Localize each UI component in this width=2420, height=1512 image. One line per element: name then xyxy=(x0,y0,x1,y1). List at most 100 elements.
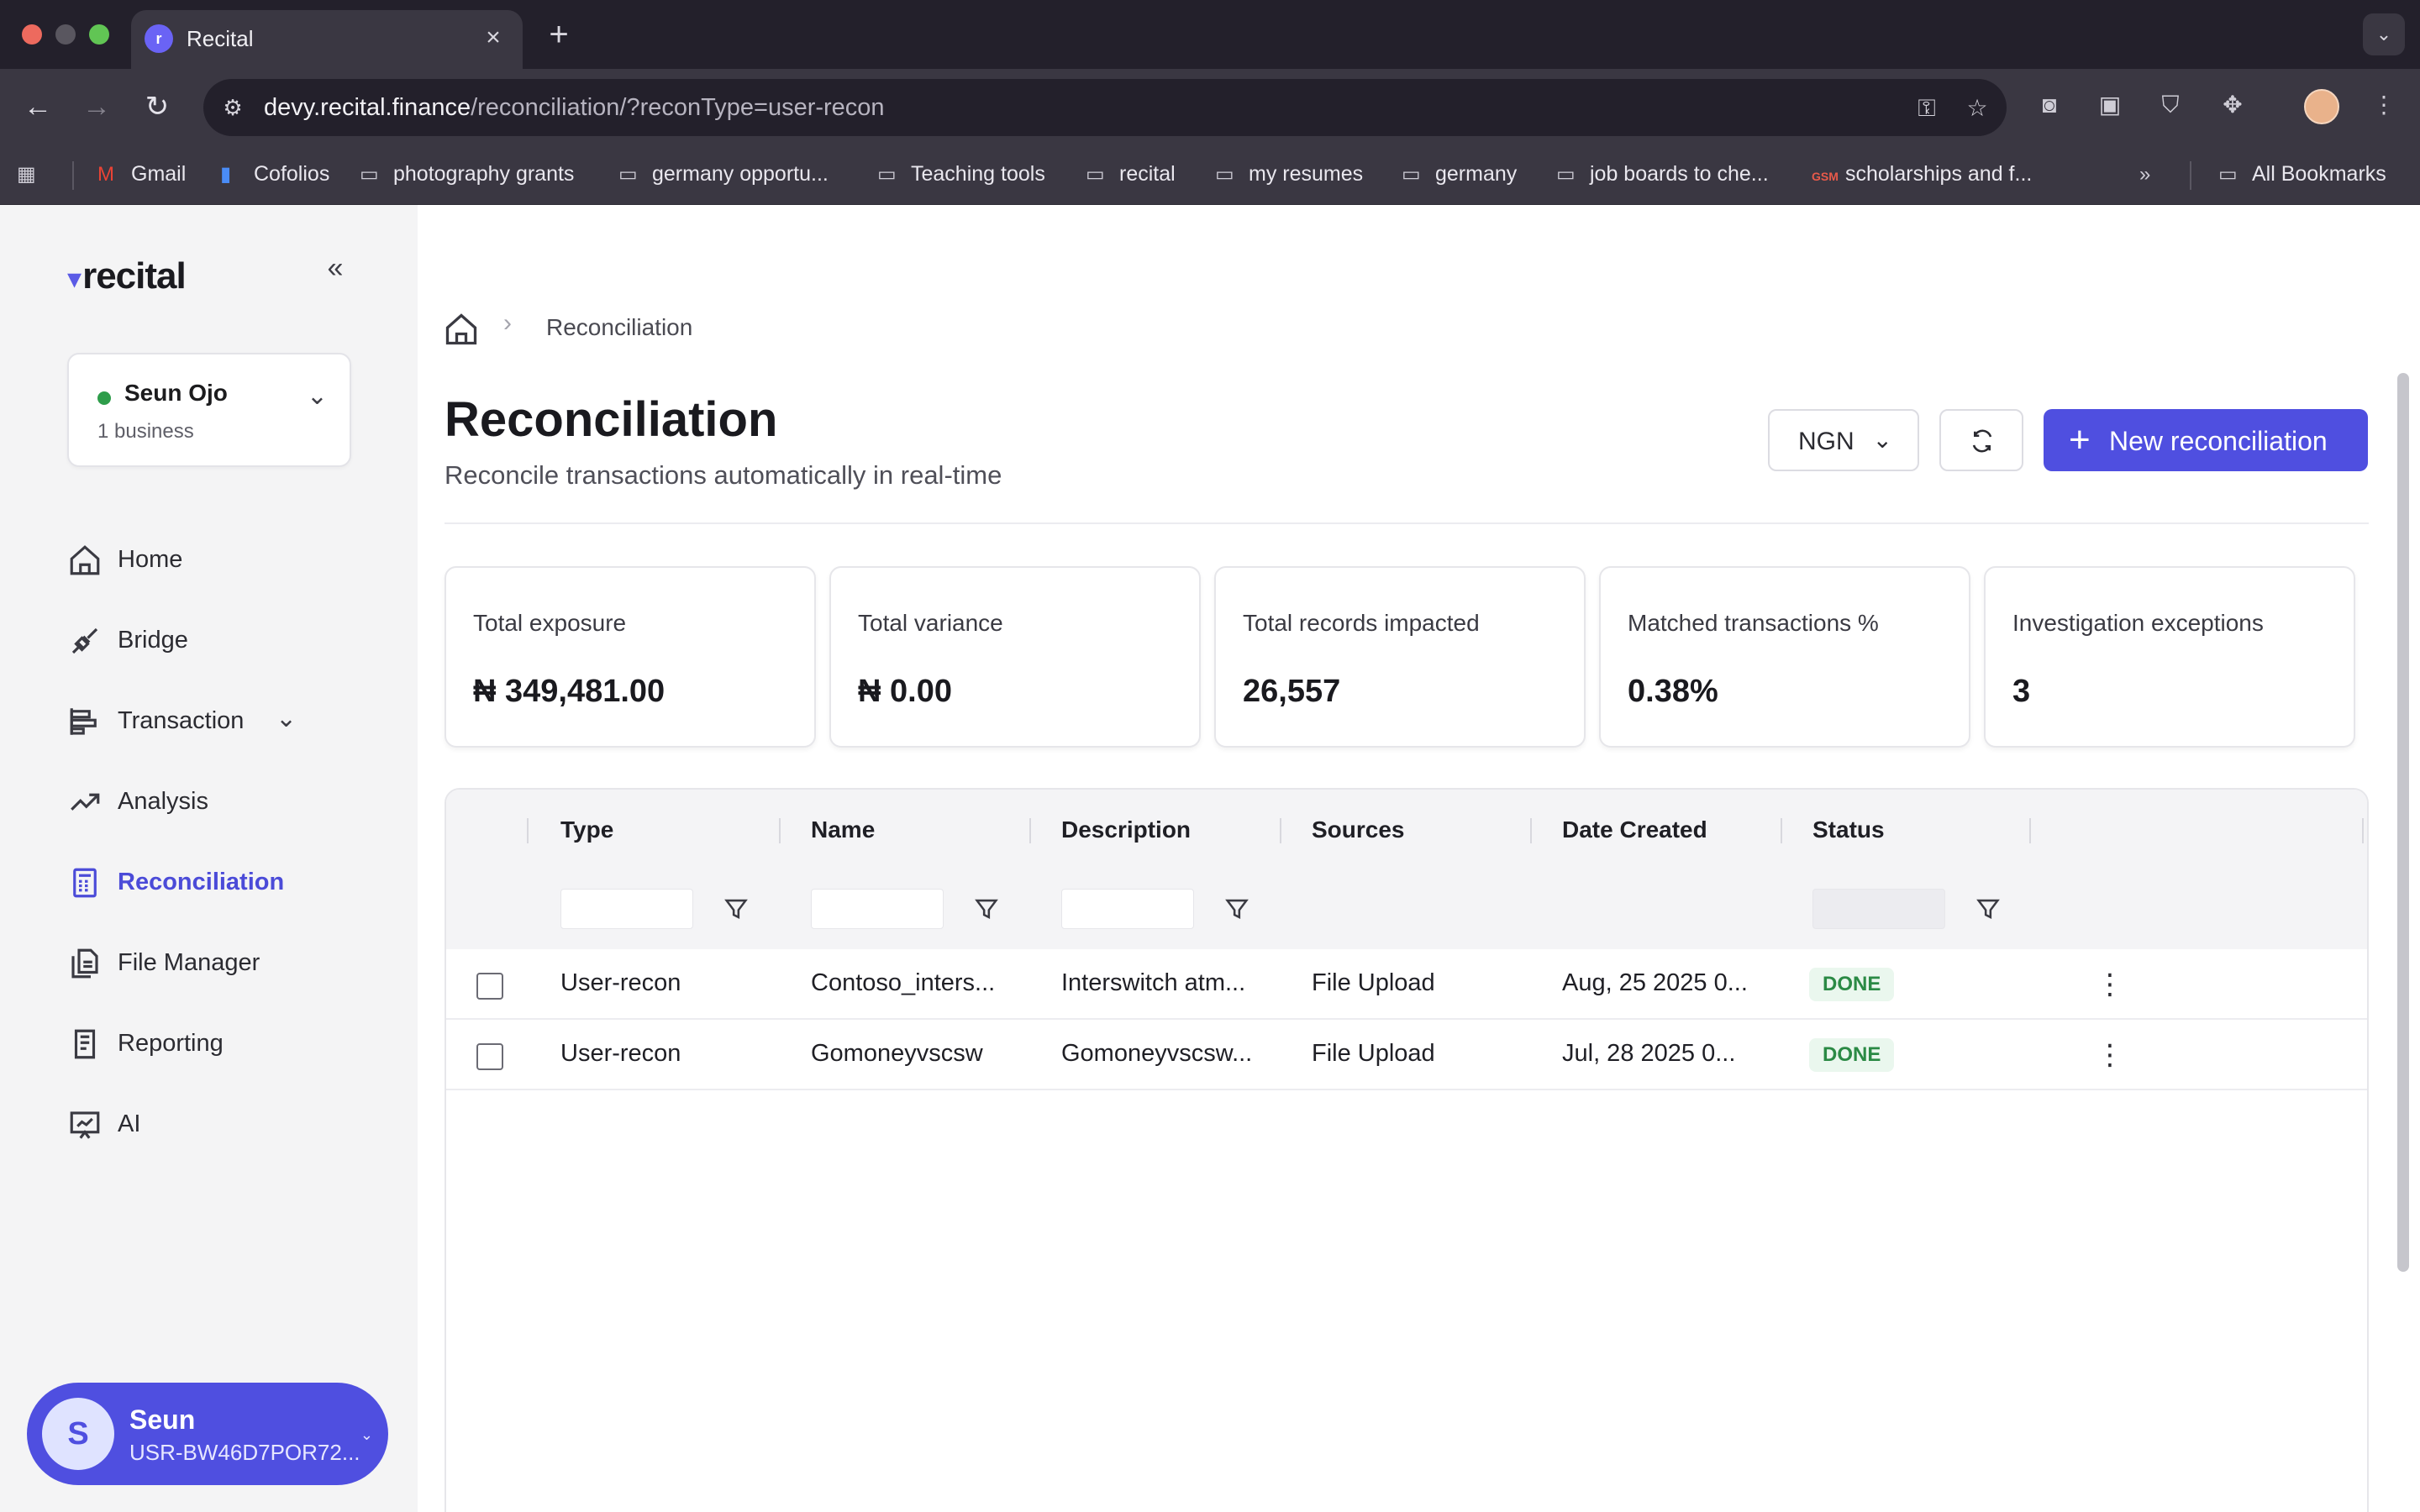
name-filter-input[interactable] xyxy=(811,889,944,929)
puzzle-extensions-icon[interactable]: ✥ xyxy=(2223,92,2243,118)
bookmark-photography-grants[interactable]: ▭ photography grants xyxy=(360,162,575,186)
sidebar-item-label: Bridge xyxy=(118,627,188,654)
column-header-status[interactable]: Status xyxy=(1812,816,1885,843)
address-url[interactable]: devy.recital.finance/reconciliation/?rec… xyxy=(264,94,885,121)
breadcrumb-home-icon[interactable] xyxy=(443,311,480,348)
tab-search-button[interactable]: ⌄ xyxy=(2363,13,2405,55)
status-filter-icon[interactable] xyxy=(1974,895,2002,923)
description-filter-input[interactable] xyxy=(1061,889,1194,929)
forward-button[interactable]: → xyxy=(82,91,111,123)
bookmark-recital[interactable]: ▭ recital xyxy=(1086,162,1176,186)
description-filter-icon[interactable] xyxy=(1223,895,1251,923)
calculator-icon xyxy=(73,868,97,898)
cell-date-created: Jul, 28 2025 0... xyxy=(1562,1040,1736,1067)
site-settings-icon[interactable]: ⚙ xyxy=(223,95,243,120)
browser-menu-icon[interactable]: ⋮ xyxy=(2372,92,2396,118)
page-subtitle: Reconcile transactions automatically in … xyxy=(445,460,1002,490)
tab-close-icon[interactable]: × xyxy=(486,24,501,51)
currency-select[interactable]: NGN ⌄ xyxy=(1768,409,1919,471)
stat-value: 26,557 xyxy=(1243,674,1341,709)
trend-icon xyxy=(71,793,100,811)
chevron-right-icon: › xyxy=(503,309,512,337)
type-filter-icon[interactable] xyxy=(722,895,750,923)
cell-sources: File Upload xyxy=(1312,969,1435,996)
user-profile-menu[interactable]: S Seun USR-BW46D7POR72... ⌄ xyxy=(27,1383,388,1485)
type-filter-input[interactable] xyxy=(560,889,693,929)
bookmark-job-boards[interactable]: ▭ job boards to che... xyxy=(1556,162,1769,186)
maximize-window-button[interactable] xyxy=(89,24,109,45)
address-bar[interactable]: ⚙ devy.recital.finance/reconciliation/?r… xyxy=(203,79,2007,136)
main-content: › Reconciliation Reconciliation Reconcil… xyxy=(418,205,2420,1512)
table-row[interactable]: User-recon Contoso_inters... Interswitch… xyxy=(446,949,2367,1020)
sidebar-item-analysis[interactable]: Analysis xyxy=(67,776,353,827)
cell-type: User-recon xyxy=(560,1040,681,1067)
table-row[interactable]: User-recon Gomoneyvscsw Gomoneyvscsw... … xyxy=(446,1020,2367,1090)
sidebar-item-label: Analysis xyxy=(118,788,208,815)
bookmark-germany[interactable]: ▭ germany xyxy=(1402,162,1518,186)
cell-description: Gomoneyvscsw... xyxy=(1061,1040,1253,1067)
collapse-sidebar-icon[interactable]: « xyxy=(327,252,344,284)
status-badge: DONE xyxy=(1809,968,1895,1001)
sidebar-item-home[interactable]: Home xyxy=(67,534,353,585)
column-header-type[interactable]: Type xyxy=(560,816,614,843)
close-window-button[interactable] xyxy=(22,24,42,45)
business-switcher[interactable]: Seun Ojo 1 business ⌄ xyxy=(67,353,351,467)
row-actions-icon[interactable]: ⋮ xyxy=(2096,969,2124,1000)
breadcrumb-current: Reconciliation xyxy=(546,314,693,340)
status-dot-icon xyxy=(97,391,111,405)
cell-name: Gomoneyvscsw xyxy=(811,1040,983,1067)
brand-logo[interactable]: ▾recital xyxy=(67,255,187,297)
sidebar-item-file-manager[interactable]: File Manager xyxy=(67,937,353,988)
bookmark-germany-opportunities[interactable]: ▭ germany opportu... xyxy=(618,162,829,186)
refresh-button[interactable] xyxy=(1939,409,2023,471)
bookmarks-overflow-icon[interactable]: » xyxy=(2139,163,2151,186)
sidebar-item-reporting[interactable]: Reporting xyxy=(67,1018,353,1068)
all-bookmarks[interactable]: ▭ All Bookmarks xyxy=(2218,162,2386,186)
home-icon xyxy=(70,545,100,575)
column-header-description[interactable]: Description xyxy=(1061,816,1192,843)
sidebar-item-transaction[interactable]: Transaction ⌄ xyxy=(67,696,353,746)
divider xyxy=(445,522,2369,524)
stat-card-investigation-exceptions: Investigation exceptions 3 xyxy=(1984,566,2355,748)
column-header-sources[interactable]: Sources xyxy=(1312,816,1405,843)
page-scrollbar[interactable] xyxy=(2397,373,2409,1272)
new-tab-button[interactable]: + xyxy=(549,16,569,53)
avatar: S xyxy=(42,1398,114,1470)
row-actions-icon[interactable]: ⋮ xyxy=(2096,1039,2124,1071)
sidebar-item-reconciliation[interactable]: Reconciliation xyxy=(67,857,353,907)
bookmark-scholarships[interactable]: GSM scholarships and f... xyxy=(1812,162,2033,186)
bookmark-teaching-tools[interactable]: ▭ Teaching tools xyxy=(877,162,1045,186)
column-header-name[interactable]: Name xyxy=(811,816,876,843)
row-checkbox[interactable] xyxy=(476,1043,503,1070)
new-reconciliation-button[interactable]: + New reconciliation xyxy=(2044,409,2368,471)
report-icon xyxy=(74,1029,96,1059)
camera-extension-icon[interactable]: ◙ xyxy=(2042,92,2057,118)
status-filter-select[interactable] xyxy=(1812,889,1945,929)
bookmark-gmail[interactable]: M Gmail xyxy=(97,162,187,186)
stat-value: ₦ 349,481.00 xyxy=(473,674,666,709)
apps-grid-icon[interactable]: ▦ xyxy=(17,163,36,186)
stat-card-total-variance: Total variance ₦ 0.00 xyxy=(829,566,1201,748)
column-header-date-created[interactable]: Date Created xyxy=(1562,816,1707,843)
user-id: USR-BW46D7POR72... xyxy=(129,1440,360,1465)
transaction-icon xyxy=(70,708,97,735)
sidebar-item-bridge[interactable]: Bridge xyxy=(67,615,353,665)
password-key-icon[interactable]: ⚿ xyxy=(1918,95,1936,121)
screen-extension-icon[interactable]: ▣ xyxy=(2098,92,2122,118)
ai-icon xyxy=(70,1111,100,1139)
shield-extension-icon[interactable]: ⛉ xyxy=(2161,92,2180,118)
bookmark-star-icon[interactable]: ☆ xyxy=(1966,95,1988,121)
minimize-window-button[interactable] xyxy=(55,24,76,45)
reload-button[interactable]: ↻ xyxy=(145,91,170,123)
sidebar-item-ai[interactable]: AI xyxy=(67,1099,353,1149)
chevron-down-icon[interactable]: ⌄ xyxy=(276,705,297,732)
stat-label: Total records impacted xyxy=(1243,610,1480,636)
sidebar-item-label: Reporting xyxy=(118,1030,224,1057)
name-filter-icon[interactable] xyxy=(972,895,1001,923)
browser-tab[interactable]: r Recital × xyxy=(131,10,523,69)
row-checkbox[interactable] xyxy=(476,973,503,1000)
profile-avatar[interactable] xyxy=(2304,89,2339,124)
back-button[interactable]: ← xyxy=(24,91,52,123)
bookmark-my-resumes[interactable]: ▭ my resumes xyxy=(1215,162,1364,186)
bookmark-cofolios[interactable]: ▮ Cofolios xyxy=(220,162,330,186)
